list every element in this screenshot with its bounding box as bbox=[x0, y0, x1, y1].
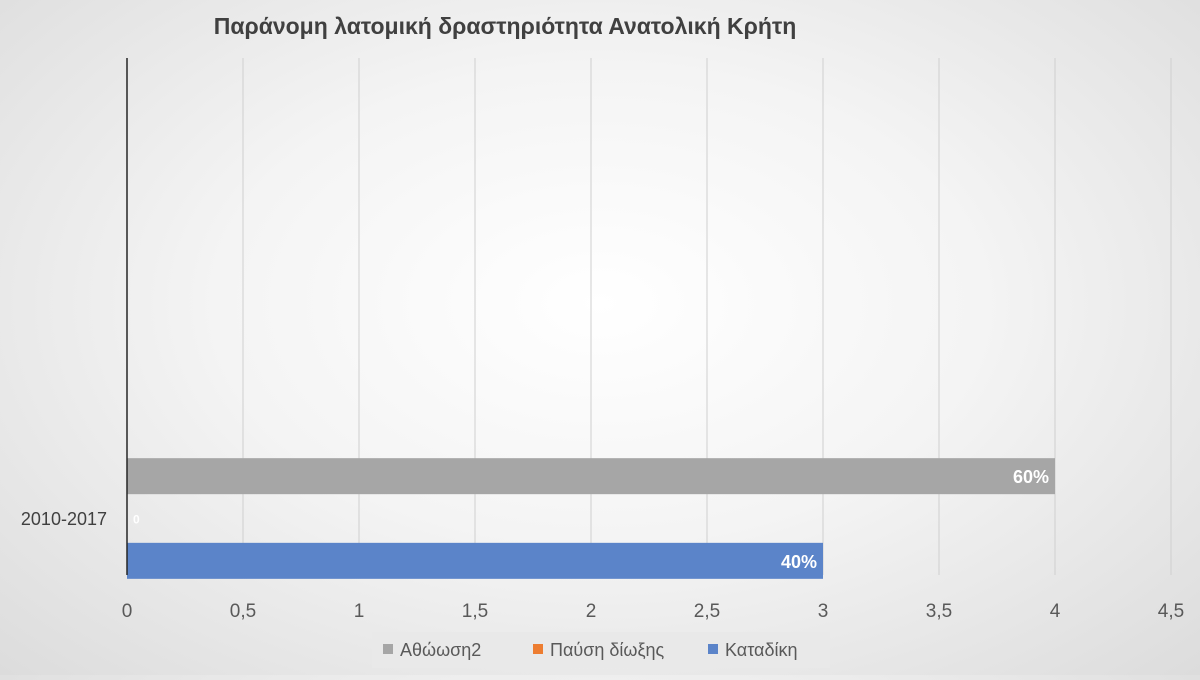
legend: Αθώωση2 Παύση δίωξης Καταδίκη bbox=[372, 632, 830, 668]
category-label: 2010-2017 bbox=[21, 509, 107, 529]
legend-swatch bbox=[533, 644, 543, 654]
legend-swatch bbox=[708, 644, 718, 654]
x-tick-label: 1,5 bbox=[462, 601, 488, 622]
x-tick-label: 2 bbox=[586, 601, 597, 622]
gridlines bbox=[242, 58, 1172, 575]
legend-swatch bbox=[383, 644, 393, 654]
data-label: 40% bbox=[781, 552, 817, 572]
chart-title: Παράνομη λατομική δραστηριότητα Ανατολικ… bbox=[214, 13, 797, 39]
x-tick-label: 3 bbox=[818, 601, 829, 622]
legend-item: Παύση δίωξης bbox=[533, 640, 665, 660]
legend-label: Καταδίκη bbox=[725, 640, 797, 660]
category-labels: 2010-2017 bbox=[21, 509, 107, 529]
legend-item: Αθώωση2 bbox=[383, 640, 481, 660]
data-label: 0 bbox=[133, 513, 140, 527]
x-tick-label: 2,5 bbox=[694, 601, 720, 622]
x-tick-label: 3,5 bbox=[926, 601, 952, 622]
legend-item: Καταδίκη bbox=[708, 640, 797, 660]
x-axis-tick-labels: 0 0,5 1 1,5 2 2,5 3 3,5 4 4,5 bbox=[122, 601, 1185, 622]
bar bbox=[127, 542, 823, 579]
legend-label: Παύση δίωξης bbox=[550, 640, 665, 660]
data-label: 60% bbox=[1013, 467, 1049, 487]
x-tick-label: 1 bbox=[354, 601, 365, 622]
legend-label: Αθώωση2 bbox=[400, 640, 481, 660]
x-tick-label: 4 bbox=[1050, 601, 1061, 622]
x-tick-label: 0,5 bbox=[230, 601, 256, 622]
bar bbox=[127, 458, 1055, 495]
legend-box bbox=[372, 632, 830, 668]
x-tick-label: 0 bbox=[122, 601, 133, 622]
bars: 60% 0 40% bbox=[127, 458, 1055, 579]
x-tick-label: 4,5 bbox=[1158, 601, 1184, 622]
